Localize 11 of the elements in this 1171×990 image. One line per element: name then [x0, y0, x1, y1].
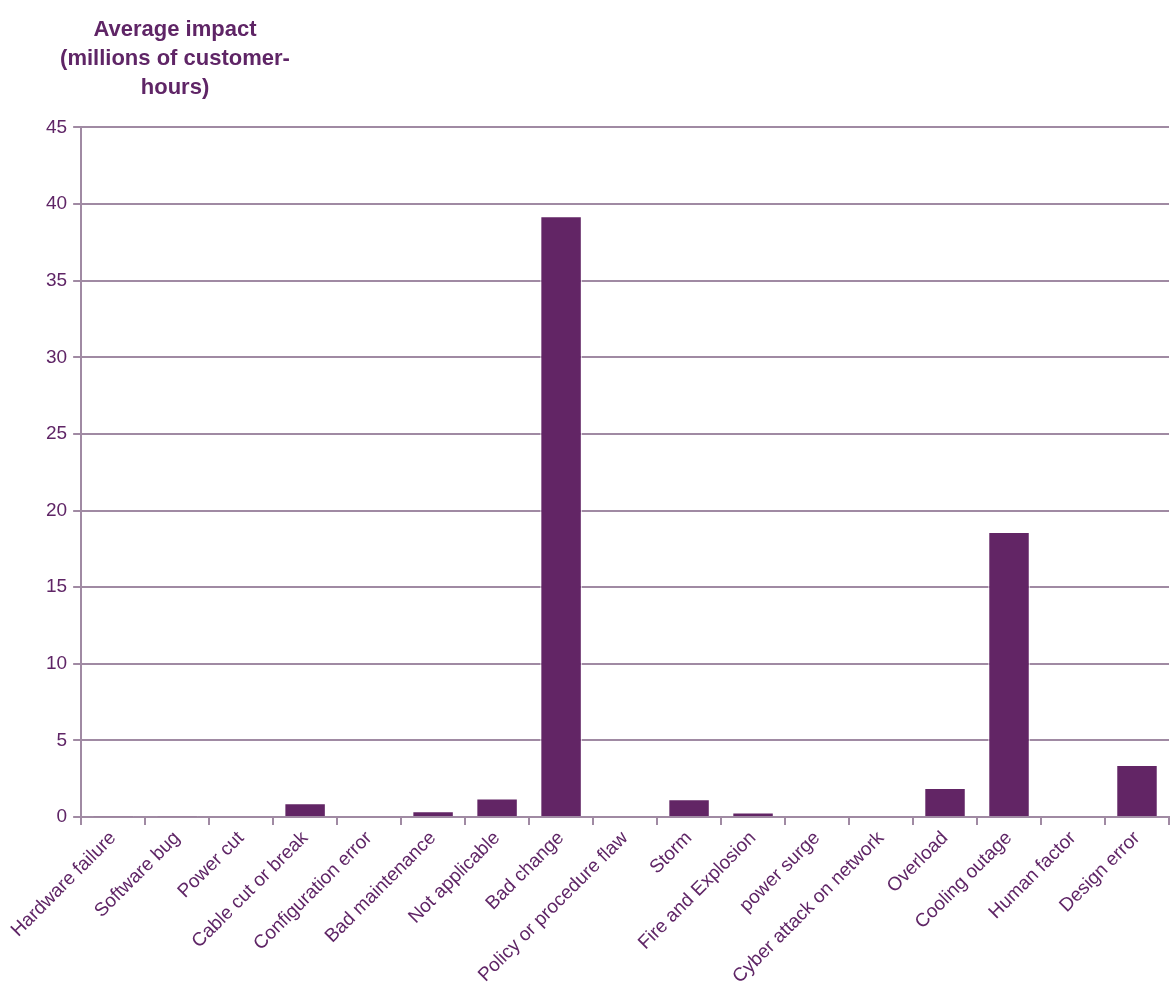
- y-axis-title: Average impact (millions of customer-hours): [60, 15, 290, 101]
- y-tick-label: 45: [45, 115, 68, 137]
- y-tick-label: 40: [45, 192, 68, 214]
- y-tick-label: 20: [45, 498, 68, 520]
- y-tick-label: 5: [56, 728, 68, 750]
- y-tick-label: 25: [45, 422, 68, 444]
- y-tick-label: 30: [45, 345, 68, 367]
- y-tick-label: 15: [45, 575, 68, 597]
- y-tick-label: 10: [45, 652, 68, 673]
- y-tick-label: 0: [56, 805, 68, 827]
- y-tick-label: 35: [45, 268, 68, 290]
